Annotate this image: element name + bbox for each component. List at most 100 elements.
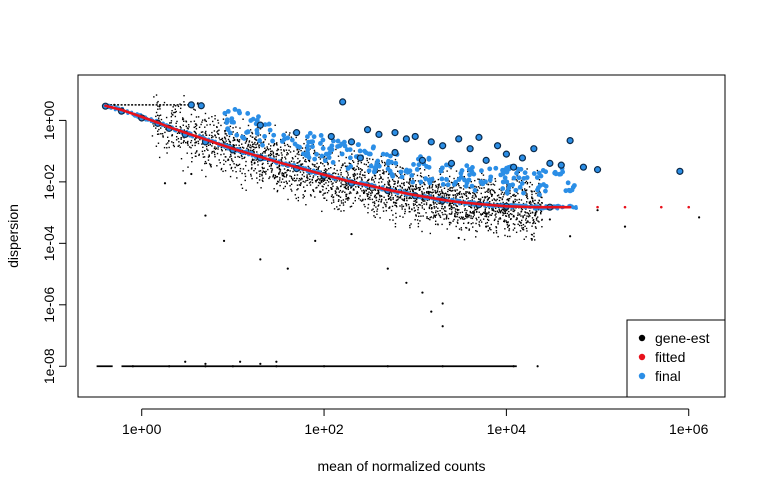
final-point bbox=[270, 138, 275, 144]
gene-est-point bbox=[201, 150, 204, 153]
gene-est-point bbox=[537, 209, 539, 211]
gene-est-point bbox=[434, 191, 437, 193]
gene-est-point bbox=[242, 147, 245, 149]
gene-est-point bbox=[345, 166, 348, 168]
gene-est-point bbox=[360, 188, 362, 190]
final-point bbox=[521, 175, 527, 181]
gene-est-point bbox=[533, 202, 536, 205]
gene-est-point bbox=[531, 239, 533, 241]
gene-est-point bbox=[503, 212, 505, 215]
gene-est-point bbox=[436, 190, 439, 192]
gene-est-point bbox=[208, 155, 211, 157]
gene-est-point bbox=[356, 177, 358, 180]
final-point bbox=[244, 130, 249, 135]
gene-est-point bbox=[445, 195, 448, 197]
gene-est-point bbox=[374, 194, 376, 196]
gene-est-point bbox=[319, 182, 321, 184]
gene-est-point bbox=[278, 168, 281, 170]
gene-est-point bbox=[493, 232, 495, 234]
gene-est-point bbox=[428, 186, 431, 188]
gene-est-point bbox=[370, 194, 372, 196]
final-point bbox=[504, 189, 510, 194]
gene-est-point bbox=[300, 163, 302, 166]
gene-est-point bbox=[517, 223, 519, 225]
gene-est-point bbox=[465, 195, 468, 197]
gene-est-point bbox=[267, 148, 270, 151]
gene-est-point bbox=[362, 191, 365, 194]
gene-est-point bbox=[446, 216, 448, 218]
gene-est-point bbox=[450, 208, 453, 211]
gene-est-point bbox=[446, 214, 448, 216]
final-point bbox=[414, 167, 420, 172]
gene-est-point bbox=[484, 211, 486, 213]
gene-est-point bbox=[349, 206, 352, 208]
gene-est-point bbox=[437, 178, 440, 181]
gene-est-point bbox=[345, 184, 348, 186]
gene-est-point bbox=[453, 177, 455, 180]
gene-est-point bbox=[513, 209, 516, 211]
gene-est-point bbox=[185, 125, 188, 128]
gene-est-point bbox=[477, 178, 479, 180]
gene-est-point bbox=[414, 209, 416, 212]
gene-est-point bbox=[336, 169, 338, 172]
gene-est-point bbox=[428, 193, 430, 195]
gene-est-point bbox=[212, 136, 214, 138]
gene-est-point bbox=[525, 201, 528, 203]
gene-est-point bbox=[299, 184, 302, 187]
gene-est-point bbox=[209, 164, 212, 167]
gene-est-point bbox=[396, 182, 399, 184]
gene-est-point bbox=[274, 176, 276, 179]
gene-est-point bbox=[195, 116, 198, 118]
gene-est-point bbox=[241, 172, 243, 175]
gene-est-point bbox=[249, 149, 251, 151]
gene-est-point bbox=[472, 210, 474, 213]
gene-est-point bbox=[304, 158, 307, 161]
gene-est-point bbox=[225, 160, 227, 163]
gene-est-point bbox=[426, 190, 428, 193]
gene-est-point bbox=[312, 175, 315, 177]
gene-est-point bbox=[359, 171, 362, 173]
gene-est-point bbox=[525, 180, 528, 183]
fitted-point bbox=[687, 205, 691, 209]
gene-est-point bbox=[407, 182, 410, 184]
gene-est-point bbox=[538, 221, 540, 223]
gene-est-point bbox=[204, 362, 207, 365]
gene-est-point bbox=[525, 194, 527, 197]
gene-est-point bbox=[241, 146, 244, 149]
gene-est-point bbox=[527, 212, 530, 215]
gene-est-point bbox=[434, 223, 437, 226]
gene-est-point bbox=[259, 362, 262, 365]
gene-est-point bbox=[367, 172, 370, 174]
gene-est-point bbox=[217, 122, 220, 124]
gene-est-point bbox=[340, 172, 342, 174]
gene-est-point bbox=[541, 201, 543, 204]
gene-est-point bbox=[473, 212, 475, 215]
gene-est-point bbox=[249, 144, 252, 146]
gene-est-point bbox=[488, 207, 490, 210]
gene-est-point bbox=[395, 212, 397, 215]
gene-est-point bbox=[522, 223, 525, 226]
gene-est-point bbox=[186, 142, 189, 145]
y-tick-label: 1e-02 bbox=[41, 164, 57, 200]
gene-est-point bbox=[433, 203, 435, 205]
gene-est-point bbox=[373, 174, 376, 177]
gene-est-point bbox=[239, 167, 242, 170]
gene-est-point bbox=[260, 187, 262, 189]
gene-est-point bbox=[200, 131, 203, 133]
gene-est-point bbox=[488, 196, 491, 199]
gene-est-point bbox=[419, 183, 421, 186]
gene-est-point bbox=[211, 115, 213, 118]
gene-est-point bbox=[392, 219, 394, 221]
gene-est-point bbox=[306, 174, 308, 176]
gene-est-point bbox=[352, 161, 355, 163]
gene-est-point bbox=[518, 181, 520, 183]
gene-est-point bbox=[354, 196, 356, 199]
gene-est-point bbox=[211, 134, 213, 137]
gene-est-point bbox=[517, 192, 519, 195]
gene-est-point bbox=[245, 189, 247, 191]
gene-est-point bbox=[315, 166, 317, 168]
gene-est-point bbox=[176, 120, 178, 123]
gene-est-point bbox=[158, 133, 160, 135]
gene-est-point bbox=[432, 194, 435, 197]
gene-est-point bbox=[429, 187, 431, 189]
